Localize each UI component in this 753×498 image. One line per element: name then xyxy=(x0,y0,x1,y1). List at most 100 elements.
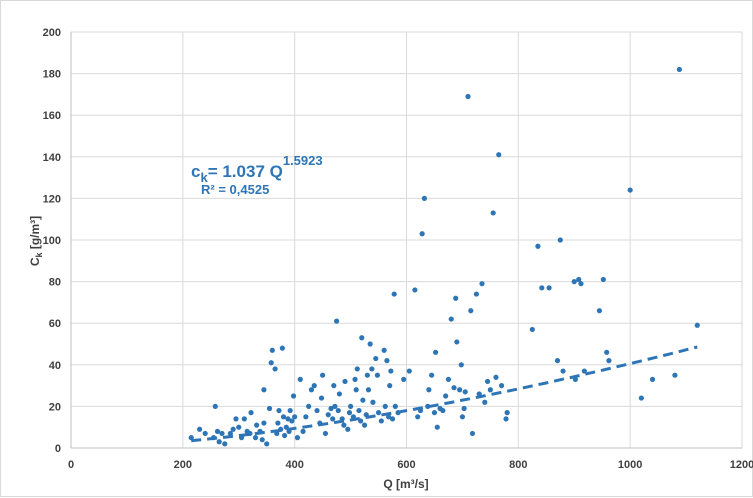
data-point xyxy=(459,414,466,420)
data-point xyxy=(469,430,476,437)
data-point xyxy=(468,308,474,314)
x-tick-label: 400 xyxy=(285,459,303,471)
data-point xyxy=(275,420,281,426)
data-point xyxy=(649,376,656,382)
data-point xyxy=(328,405,334,412)
data-point xyxy=(571,279,577,285)
data-point xyxy=(230,426,236,432)
data-point xyxy=(360,397,366,403)
y-axis-title-unit: [g/m³] xyxy=(28,216,42,253)
data-point xyxy=(457,387,463,393)
data-point xyxy=(268,360,274,366)
data-point xyxy=(473,291,479,297)
data-point xyxy=(280,414,287,420)
data-point xyxy=(334,318,340,324)
data-point xyxy=(202,430,208,437)
data-point xyxy=(276,407,282,414)
data-point xyxy=(490,210,496,216)
data-point xyxy=(391,291,397,297)
data-point xyxy=(638,395,644,401)
data-point xyxy=(272,366,278,372)
data-point xyxy=(365,387,372,393)
y-tick-label: 140 xyxy=(43,152,61,164)
data-point xyxy=(356,407,362,414)
data-point xyxy=(557,237,563,243)
y-tick-label: 120 xyxy=(43,193,61,205)
data-point xyxy=(241,416,247,422)
data-point xyxy=(374,372,381,378)
y-axis-title-sub: k xyxy=(34,252,44,258)
data-point xyxy=(261,420,267,426)
data-points xyxy=(188,66,700,447)
data-point xyxy=(451,385,457,391)
data-point xyxy=(269,347,275,353)
y-tick-label: 60 xyxy=(49,318,61,330)
data-point xyxy=(354,366,360,372)
data-point xyxy=(426,387,432,393)
data-point xyxy=(443,393,449,399)
data-point xyxy=(576,276,582,283)
trend-equation-prefix: c xyxy=(191,162,200,181)
data-point xyxy=(282,432,288,439)
data-point xyxy=(382,403,388,409)
data-point xyxy=(314,407,320,414)
axes xyxy=(70,32,742,449)
data-point xyxy=(535,243,541,249)
data-point xyxy=(335,407,341,414)
data-point xyxy=(529,326,535,333)
y-tick-label: 100 xyxy=(43,235,61,247)
data-point xyxy=(332,403,338,409)
data-point xyxy=(303,414,309,420)
data-point xyxy=(367,341,373,347)
y-axis-title-main: C xyxy=(28,257,42,266)
data-point xyxy=(352,376,358,382)
data-point xyxy=(227,430,233,437)
data-point xyxy=(419,231,425,237)
data-point xyxy=(292,414,298,420)
data-point xyxy=(252,435,259,441)
data-point xyxy=(311,383,317,389)
y-tick-label: 200 xyxy=(43,27,61,39)
y-axis-ticks: 0 20 40 60 80 100 120 140 160 180 200 xyxy=(43,27,61,455)
data-point xyxy=(482,399,488,405)
data-point xyxy=(353,387,359,393)
y-tick-label: 160 xyxy=(43,110,61,122)
data-point xyxy=(694,322,700,328)
data-point xyxy=(672,372,678,378)
data-point xyxy=(322,430,329,437)
data-point xyxy=(359,335,365,341)
data-point xyxy=(341,422,347,428)
data-point xyxy=(287,407,293,414)
data-point xyxy=(320,372,326,378)
x-axis-ticks: 0 200 400 600 800 1000 1200 xyxy=(68,459,753,471)
data-point xyxy=(336,391,342,397)
data-point xyxy=(236,424,242,430)
data-point xyxy=(560,368,566,374)
data-point xyxy=(546,285,552,291)
data-point xyxy=(279,345,285,351)
data-point xyxy=(346,410,353,416)
data-point xyxy=(290,393,297,399)
data-point xyxy=(429,372,435,378)
x-tick-label: 0 xyxy=(68,459,74,471)
data-point xyxy=(188,435,194,441)
data-point xyxy=(539,285,545,291)
data-point xyxy=(325,412,331,418)
data-point xyxy=(264,441,270,447)
trend-equation-exponent: 1.5923 xyxy=(283,153,323,168)
data-point xyxy=(493,374,499,380)
data-point xyxy=(462,389,468,395)
y-tick-label: 80 xyxy=(49,277,61,289)
data-point xyxy=(378,418,384,424)
data-point xyxy=(676,66,682,73)
data-point xyxy=(448,316,454,322)
data-point xyxy=(342,378,348,385)
data-point xyxy=(364,372,370,378)
data-point xyxy=(421,195,427,201)
trend-equation-main: = 1.037 Q xyxy=(208,162,283,181)
data-point xyxy=(370,399,376,405)
trend-equation: ck= 1.037 Q1.5923 xyxy=(191,153,323,185)
data-point xyxy=(331,383,337,389)
data-point xyxy=(498,383,505,389)
data-point xyxy=(406,368,412,374)
